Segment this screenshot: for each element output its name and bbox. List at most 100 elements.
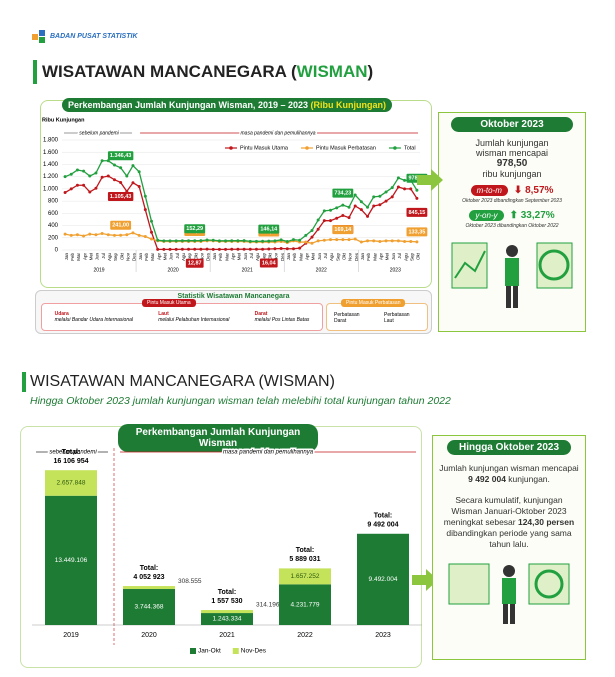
point [304,233,308,237]
point [415,196,419,200]
x-tick-label: 2021 [219,632,235,639]
chart-title-unit: (Ribu Kunjungan) [310,100,386,110]
x-tick-label: Mar [372,252,377,260]
mtm-value: ⬇ 8,57% [513,185,554,196]
x-tick-label: Jun [317,253,322,261]
data-label-box [185,258,204,268]
title-part: ) [367,62,374,81]
gate-item: Laut melalui Pelabuhan Internasional [158,311,229,323]
data-label: 3.744.368 [135,604,164,611]
data-label: 845,15 [408,210,425,216]
y-tick-label: 1.600 [43,150,59,156]
point [372,195,376,199]
point [162,239,166,243]
point [88,232,92,236]
point [347,205,351,209]
point [248,239,252,243]
point [329,238,332,242]
total-label: 16 106 954 [53,458,88,465]
point [359,208,363,212]
point [273,247,277,251]
gate-item: Darat melalui Pos Lintas Batas [255,311,310,323]
bar-segment [45,470,97,496]
legend-swatch [190,648,196,654]
point [131,164,135,168]
x-tick-label: Mei [163,253,168,260]
point [378,203,382,207]
x-tick-label: Okt [342,252,347,260]
point [298,238,302,242]
point [180,247,184,251]
x-tick-label: Mar [224,252,229,260]
y-axis-label: Ribu Kunjungan [42,117,85,123]
annotation: masa pandemi dan pemulihannya [223,450,314,456]
x-tick-label: Jun [243,253,248,261]
point [82,234,86,238]
bar-segment [45,495,97,625]
yoy-value: ⬆ 33,27% [509,210,555,221]
x-tick-label: 2023 [375,632,391,639]
data-label: 1.657.252 [291,573,320,580]
point [75,168,79,172]
border-gates: Pintu Masuk Perbatasan Perbatasan Darat P… [326,299,428,331]
data-label: 1.243.334 [213,616,242,623]
gate-name: Udara [54,311,69,317]
point [75,183,79,187]
x-tick-label: Mei [237,253,242,260]
data-label: 12,87 [188,261,202,267]
x-tick-label: Agu [181,253,186,262]
point [193,239,197,243]
bar-segment [201,613,253,625]
point [143,208,147,212]
y-tick-label: 1.000 [43,186,59,192]
point [211,238,215,242]
point [63,191,67,195]
point [236,247,240,251]
point [143,235,147,239]
point [82,169,86,173]
gate-item: Udara melalui Bandar Udara Internasional [55,311,133,323]
point [150,230,153,234]
legend-label: Total [404,145,416,151]
point [75,233,79,237]
x-tick-label: Feb [144,253,149,261]
point [193,247,197,251]
point [341,238,345,242]
main-gates: Pintu Masuk Utama Udara melalui Bandar Ud… [41,299,323,331]
data-label: 241,00 [112,223,129,229]
x-tick-label: Apr [304,253,309,261]
point [242,239,246,243]
legend-swatch [232,648,239,654]
annotation: sebelum pandemi [49,450,97,456]
panel2-subtitle: Hingga Oktober 2023 jumlah kunjungan wis… [30,395,451,407]
point [403,178,407,182]
point [322,209,326,213]
point [347,216,351,220]
point [168,247,172,251]
annotation: sebelum pandemi [79,130,119,136]
x-tick-label: Jan [138,253,143,261]
x-tick-label: Sep [261,253,266,262]
point [112,178,116,182]
point [174,247,178,251]
x-tick-label: Apr [230,253,235,261]
x-tick-label: Sep [187,253,192,262]
data-label: 734,23 [334,191,351,197]
legend-marker [229,146,233,150]
x-tick-label: Nov [274,252,279,261]
data-label-box [259,258,278,268]
point [316,239,320,243]
point [291,247,295,251]
point [291,238,295,242]
bar-segment [201,610,253,614]
point [94,233,98,237]
point [199,247,203,251]
sidebar-p1: Jumlah kunjungan wisman mencapai 9 492 0… [439,463,579,485]
sidebar-heading: Oktober 2023 [451,117,573,132]
data-label-box [258,224,280,234]
data-label-box [107,191,134,201]
year-label: 2019 [93,267,104,273]
point [335,216,339,220]
point [390,239,394,243]
title-bar [33,60,37,84]
